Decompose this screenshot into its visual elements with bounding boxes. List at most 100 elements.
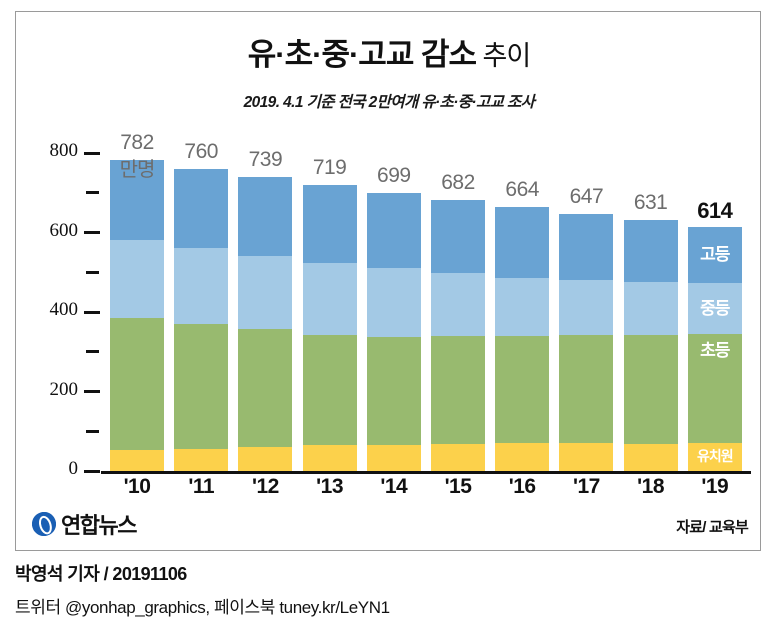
bar-18[interactable] bbox=[623, 220, 678, 471]
legend-label-유치원: 유치원 bbox=[696, 447, 734, 464]
bar-segment-고등[interactable] bbox=[495, 207, 550, 278]
bar-segment-유치원[interactable] bbox=[302, 445, 357, 471]
bar-value-19: 614 bbox=[697, 197, 733, 223]
outer-footer: 박영석 기자 / 20191106 트위터 @yonhap_graphics, … bbox=[15, 560, 761, 618]
y-tick-label: 200 bbox=[49, 378, 79, 400]
y-tick-minor bbox=[86, 191, 99, 195]
y-tick-major bbox=[84, 310, 100, 314]
bar-segment-중등[interactable]: 중등 bbox=[687, 282, 742, 334]
x-tick-label-17: '17 bbox=[572, 475, 600, 498]
bar-12[interactable] bbox=[238, 177, 293, 471]
bar-value-18: 631 bbox=[633, 191, 668, 215]
byline: 박영석 기자 / 20191106 bbox=[15, 564, 187, 584]
bar-segment-초등[interactable] bbox=[238, 329, 293, 447]
chart-subtitle: 2019. 4.1 기준 전국 2만여개 유·초·중·고교 조사 bbox=[243, 94, 535, 111]
y-tick-major bbox=[84, 151, 100, 155]
bar-segment-초등[interactable] bbox=[559, 335, 614, 443]
bar-15[interactable] bbox=[431, 199, 485, 471]
bar-segment-유치원[interactable] bbox=[431, 443, 485, 471]
bar-segment-고등[interactable] bbox=[623, 220, 678, 282]
x-tick-label-10: '10 bbox=[123, 475, 151, 498]
bar-segment-초등[interactable] bbox=[366, 336, 421, 445]
bar-value-15: 682 bbox=[441, 170, 475, 194]
legend-label-고등: 고등 bbox=[700, 245, 730, 265]
chart-plot-area: 0 200 400 600 800 고등 중등 초등 유치원 '10 '11 '12 '13 '14 '… bbox=[16, 12, 762, 552]
bar-17[interactable] bbox=[559, 213, 614, 471]
bar-13[interactable] bbox=[302, 185, 357, 471]
y-tick-major bbox=[84, 231, 100, 234]
bar-value-16: 664 bbox=[505, 178, 539, 202]
y-tick-minor bbox=[86, 429, 99, 433]
yonhap-logo: 연합뉴스 bbox=[28, 508, 137, 540]
bar-segment-초등[interactable]: 초등 bbox=[687, 333, 742, 444]
legend-label-중등: 중등 bbox=[700, 298, 730, 318]
bar-segment-중등[interactable] bbox=[238, 255, 293, 330]
bar-segment-고등[interactable] bbox=[174, 168, 229, 249]
bar-segment-고등[interactable] bbox=[559, 213, 614, 281]
legend-label-초등: 초등 bbox=[700, 340, 730, 360]
bar-segment-중등[interactable] bbox=[559, 280, 614, 336]
bar-segment-중등[interactable] bbox=[431, 273, 485, 337]
y-tick-minor bbox=[86, 350, 99, 354]
bar-segment-중등[interactable] bbox=[623, 281, 678, 335]
bar-segment-고등[interactable] bbox=[238, 177, 293, 256]
y-unit-label: 만명 bbox=[119, 159, 156, 182]
bar-segment-중등[interactable] bbox=[366, 268, 421, 337]
bar-segment-초등[interactable] bbox=[174, 323, 229, 449]
bar-segment-유치원[interactable] bbox=[559, 442, 614, 471]
bar-value-14: 699 bbox=[377, 164, 411, 188]
bar-segment-중등[interactable] bbox=[174, 248, 229, 324]
x-tick-label-12: '12 bbox=[251, 475, 279, 498]
card-footer: 연합뉴스 자료/ 교육부 bbox=[16, 504, 762, 552]
y-tick-major bbox=[84, 390, 100, 393]
bar-segment-유치원[interactable] bbox=[110, 449, 164, 471]
bar-segment-중등[interactable] bbox=[302, 263, 357, 335]
bar-segment-유치원[interactable] bbox=[366, 444, 421, 471]
bar-segment-고등[interactable] bbox=[366, 193, 421, 269]
x-axis-baseline bbox=[101, 471, 751, 474]
bar-segment-중등[interactable] bbox=[110, 240, 164, 319]
bar-value-17: 647 bbox=[569, 184, 604, 208]
bar-10[interactable] bbox=[110, 160, 164, 471]
y-tick-major bbox=[84, 469, 100, 473]
bar-value-13: 719 bbox=[312, 156, 347, 180]
bar-value-12: 739 bbox=[248, 148, 283, 172]
bar-segment-유치원[interactable] bbox=[174, 448, 229, 471]
bar-segment-초등[interactable] bbox=[431, 336, 485, 444]
bar-segment-유치원[interactable] bbox=[238, 446, 293, 471]
bar-segment-중등[interactable] bbox=[495, 277, 550, 336]
bar-11[interactable] bbox=[174, 168, 229, 471]
y-tick-label: 800 bbox=[49, 140, 79, 161]
bar-segment-유치원[interactable] bbox=[495, 443, 550, 471]
yonhap-logo-text: 연합뉴스 bbox=[61, 513, 137, 538]
bar-value-10: 782 bbox=[120, 131, 154, 155]
bar-segment-초등[interactable] bbox=[302, 334, 357, 446]
bar-segment-고등[interactable]: 고등 bbox=[687, 226, 742, 283]
page-title: 유·초·중·고교 감소 bbox=[247, 37, 477, 72]
y-tick-label: 600 bbox=[49, 219, 79, 241]
bar-segment-유치원[interactable]: 유치원 bbox=[687, 443, 742, 471]
bar-segment-초등[interactable] bbox=[495, 335, 550, 444]
y-tick-label: 400 bbox=[49, 299, 79, 320]
bar-segment-고등[interactable] bbox=[302, 185, 357, 264]
chart-card: 유·초·중·고교 감소 추이 2019. 4.1 기준 전국 2만여개 유·초·… bbox=[15, 11, 761, 551]
bar-segment-초등[interactable] bbox=[623, 334, 678, 444]
x-tick-label-19: '19 bbox=[701, 475, 729, 498]
social-handles: 트위터 @yonhap_graphics, 페이스북 tuney.kr/LeYN… bbox=[15, 598, 390, 617]
yonhap-logo-icon bbox=[28, 508, 60, 540]
title-block: 유·초·중·고교 감소 추이 bbox=[16, 29, 762, 74]
bar-16[interactable] bbox=[495, 207, 550, 471]
bar-segment-고등[interactable] bbox=[110, 160, 164, 241]
x-tick-label-13: '13 bbox=[316, 475, 344, 498]
bar-segment-고등[interactable] bbox=[431, 199, 485, 274]
bar-14[interactable] bbox=[366, 193, 421, 471]
x-tick-label-14: '14 bbox=[380, 475, 408, 498]
bar-segment-초등[interactable] bbox=[110, 318, 164, 450]
bar-value-11: 760 bbox=[184, 139, 218, 163]
bar-segment-유치원[interactable] bbox=[623, 443, 678, 471]
source-note: 자료/ 교육부 bbox=[676, 519, 749, 536]
y-tick-label: 0 bbox=[68, 458, 79, 479]
